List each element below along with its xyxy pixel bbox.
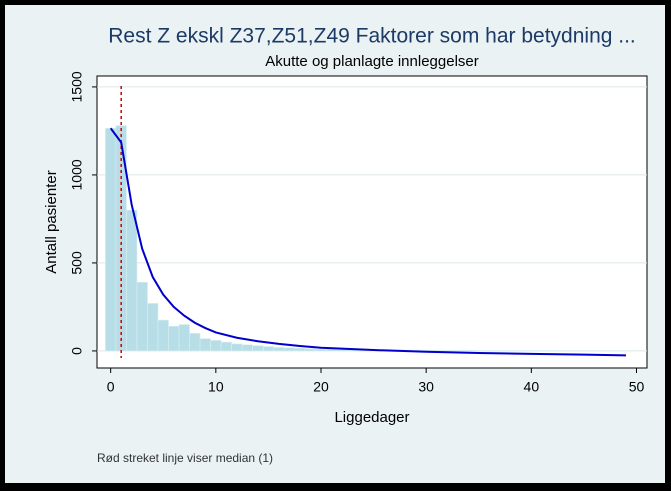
bar: [315, 348, 327, 352]
y-tick-label: 500: [69, 251, 85, 275]
fit-line: [109, 127, 626, 357]
bar: [189, 333, 201, 352]
bar: [304, 348, 317, 352]
x-tick-label: 10: [208, 379, 224, 395]
x-tick-label: 30: [418, 379, 434, 395]
y-tick-label: 1500: [69, 71, 85, 102]
x-tick-label: 40: [524, 379, 540, 395]
bar: [262, 346, 274, 352]
bar: [325, 349, 338, 352]
bar: [168, 325, 180, 352]
bar: [431, 350, 443, 352]
bar: [178, 324, 190, 352]
bar: [136, 281, 148, 352]
bar: [147, 303, 159, 352]
bar: [199, 338, 211, 352]
plot-area: [96, 75, 648, 369]
y-tick-label: 1000: [69, 159, 85, 190]
bar: [294, 347, 306, 352]
bar: [462, 350, 474, 352]
x-tick-label: 20: [313, 379, 329, 395]
bar: [452, 350, 464, 352]
bar: [157, 319, 169, 352]
note: Rød streket linje viser median (1): [97, 451, 273, 465]
bar: [441, 350, 453, 352]
bar: [241, 344, 253, 352]
bar: [220, 341, 232, 352]
chart-title: Rest Z ekskl Z37,Z51,Z49 Faktorer som ha…: [108, 25, 636, 48]
x-tick-label: 50: [629, 379, 645, 395]
chart-subtitle: Akutte og planlagte innleggelser: [265, 53, 479, 70]
y-tick-label: 0: [69, 347, 85, 355]
bar: [210, 340, 222, 352]
bar: [231, 343, 243, 352]
bar: [273, 347, 285, 352]
x-axis-label: Liggedager: [334, 409, 409, 426]
x-tick-label: 0: [107, 379, 115, 395]
bar: [283, 347, 296, 352]
y-axis-label: Antall pasienter: [43, 170, 60, 273]
bar: [252, 345, 264, 352]
bar: [126, 209, 138, 352]
bar: [105, 127, 117, 352]
